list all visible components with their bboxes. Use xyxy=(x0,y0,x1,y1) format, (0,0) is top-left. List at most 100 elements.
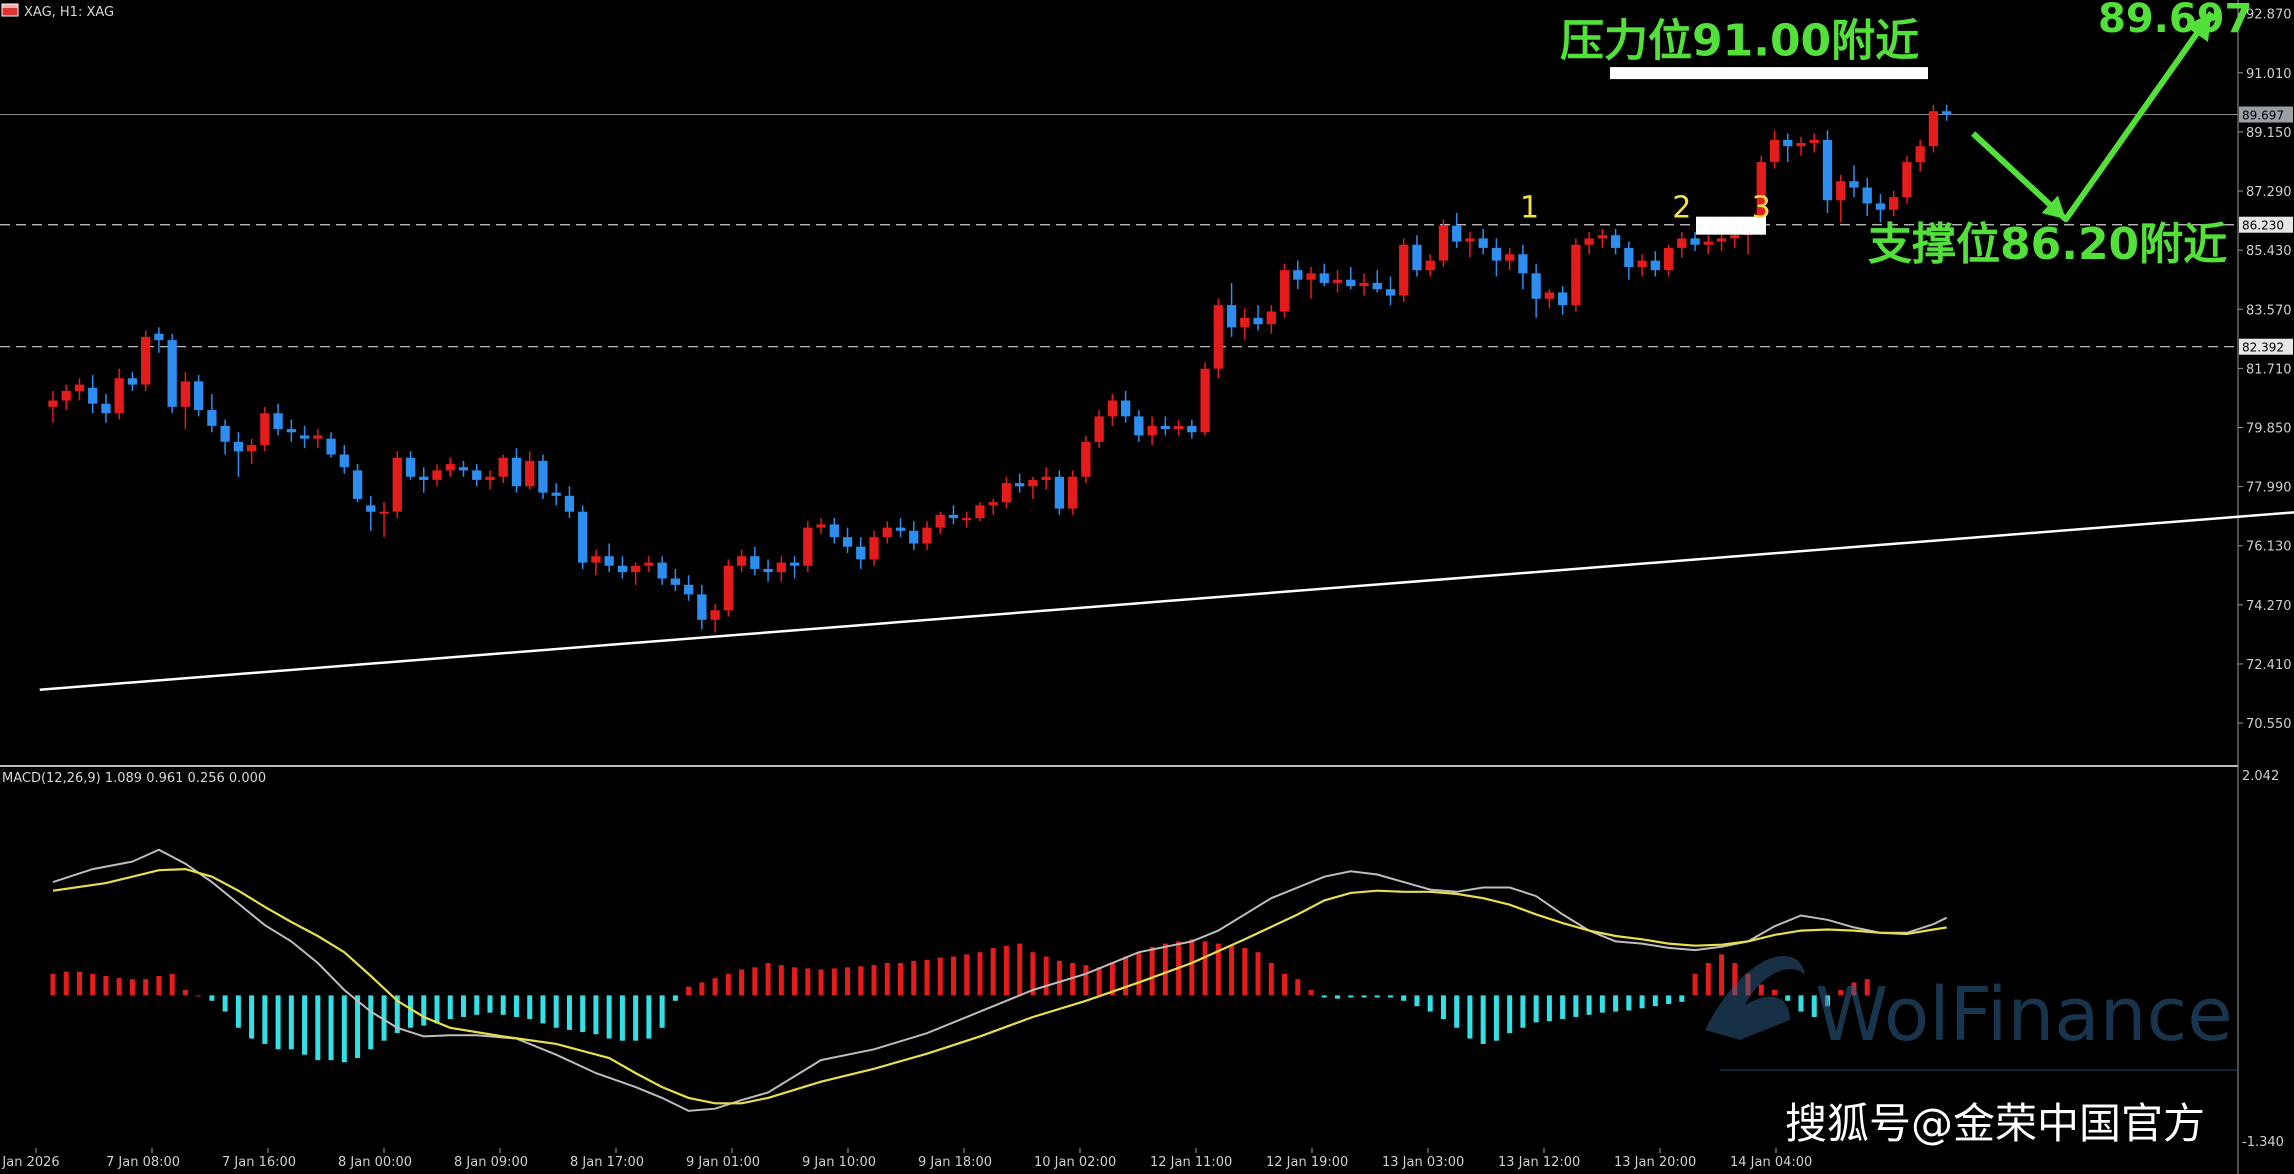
macd-histogram-bar xyxy=(1242,947,1248,996)
watermark-group: WolFinance xyxy=(1705,955,2238,1071)
macd-histogram-bar xyxy=(1719,954,1725,996)
price-tick-label: 70.550 xyxy=(2246,717,2292,732)
candle-body xyxy=(842,537,853,547)
level-upper-price-box xyxy=(2239,216,2293,233)
candle-body xyxy=(220,425,230,442)
candle-body xyxy=(1584,238,1594,245)
macd-histogram-bar xyxy=(315,995,321,1061)
macd-histogram-bar xyxy=(990,947,996,996)
candle xyxy=(1783,133,1793,163)
macd-histogram-bar xyxy=(884,963,890,996)
candle xyxy=(1584,232,1594,255)
macd-histogram-bar xyxy=(540,995,546,1024)
candle xyxy=(538,454,548,500)
macd-histogram-bar xyxy=(1136,952,1142,996)
macd-histogram-bar xyxy=(500,995,506,1015)
candle-body xyxy=(551,492,561,496)
macd-histogram-bar xyxy=(606,995,612,1039)
candle-body xyxy=(339,454,349,468)
candle-body xyxy=(1001,483,1012,503)
trend-line-layer xyxy=(39,511,2294,691)
candle xyxy=(1836,174,1846,223)
macd-histogram-bar xyxy=(752,967,758,996)
candle-body xyxy=(1677,238,1687,248)
macd-histogram-bar xyxy=(1361,995,1367,998)
candle xyxy=(326,432,336,458)
macd-histogram-bar xyxy=(1030,952,1036,996)
candle xyxy=(1849,165,1859,198)
price-axis[interactable]: 92.870 91.010 89.150 87.290 85.430 83.570 81.7… xyxy=(2238,8,2293,732)
macd-histogram-bar xyxy=(686,986,692,996)
macd-histogram-bar xyxy=(196,995,202,997)
wolf-logo-icon xyxy=(1705,955,1805,1040)
macd-histogram-bar xyxy=(1599,995,1605,1013)
macd-histogram-bar xyxy=(778,965,784,996)
candle-body xyxy=(1703,241,1713,245)
candle xyxy=(1120,390,1131,423)
time-axis[interactable]: 6 Jan 2026 7 Jan 08:00 7 Jan 16:00 8 Jan 00… xyxy=(0,1148,1812,1170)
candle xyxy=(1902,155,1912,204)
macd-panel xyxy=(50,848,1948,1112)
candle xyxy=(1438,219,1449,267)
macd-histogram-bar xyxy=(169,973,175,996)
macd-histogram-bar xyxy=(275,995,281,1050)
candle-body xyxy=(1915,146,1925,163)
candle-body xyxy=(1240,317,1250,328)
candle-body xyxy=(1902,162,1912,198)
candle xyxy=(697,584,707,630)
macd-histogram-bar xyxy=(950,956,956,996)
macd-histogram-bar xyxy=(818,969,824,996)
macd-axis-top-label: 2.042 xyxy=(2242,769,2279,784)
candle-body xyxy=(975,505,985,519)
candle xyxy=(458,460,469,477)
macd-histogram-bar xyxy=(434,995,440,1024)
candle-body xyxy=(511,457,522,487)
candle-body xyxy=(194,381,204,411)
macd-histogram-bar xyxy=(580,995,586,1033)
candle xyxy=(736,549,747,573)
candle xyxy=(1160,416,1170,436)
level-lower-price-label: 82.392 xyxy=(2242,341,2284,355)
macd-histogram-bar xyxy=(1123,956,1129,996)
macd-histogram-bar xyxy=(513,995,519,1017)
candle-body xyxy=(273,413,283,430)
candle xyxy=(167,333,177,414)
macd-histogram-bar xyxy=(1109,963,1115,996)
candle-body xyxy=(1200,368,1210,433)
chart-header: XAG, H1: XAG MACD(12,26,9) 1.089 0.961 0… xyxy=(1,3,266,786)
candle xyxy=(842,527,853,554)
candle-body xyxy=(1452,225,1462,242)
macd-histogram-bar xyxy=(527,995,533,1020)
candle-body xyxy=(207,410,217,426)
wave-count-label: 2 xyxy=(1672,191,1691,226)
candle xyxy=(1107,394,1118,426)
macd-histogram-bar xyxy=(421,995,427,1026)
macd-histogram-bar xyxy=(1083,965,1089,996)
candle xyxy=(578,505,588,569)
candle-body xyxy=(1028,479,1038,487)
macd-histogram-bar xyxy=(805,968,811,996)
macd-histogram-bar xyxy=(1056,960,1062,996)
macd-histogram-bar xyxy=(1480,995,1486,1044)
candle xyxy=(657,556,667,585)
candle-body xyxy=(1716,238,1727,242)
candle-body xyxy=(763,568,773,573)
macd-histogram-bar xyxy=(792,967,798,996)
macd-histogram-bar xyxy=(1401,995,1407,1001)
candle-body xyxy=(1253,317,1263,325)
candle-body xyxy=(1359,282,1369,287)
macd-histogram-bar xyxy=(447,995,453,1020)
candle-body xyxy=(1134,416,1144,436)
macd-histogram-bar xyxy=(1824,995,1830,1007)
price-tick-label: 92.870 xyxy=(2246,8,2292,23)
macd-histogram-bar xyxy=(103,975,109,996)
candle-body xyxy=(1187,425,1197,433)
macd-histogram-bar xyxy=(381,995,387,1041)
macd-histogram-bar xyxy=(1560,995,1566,1020)
macd-histogram-bar xyxy=(368,995,374,1050)
candle-body xyxy=(922,527,932,544)
candle xyxy=(988,499,998,515)
candle-body xyxy=(1756,162,1766,229)
candle xyxy=(1346,266,1356,290)
